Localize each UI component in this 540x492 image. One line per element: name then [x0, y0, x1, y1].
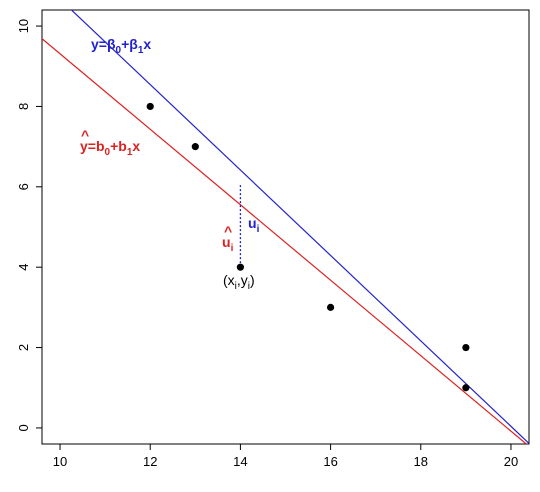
data-point	[191, 143, 199, 151]
data-point	[462, 343, 470, 352]
y-tick-label: 8	[16, 103, 31, 110]
y-tick-label: 6	[16, 183, 31, 190]
fitted-line-label-sub0: 0	[105, 147, 111, 158]
residual-sub: i	[231, 243, 234, 254]
fitted-line-hat: ^	[81, 127, 89, 143]
y-tick-label: 0	[16, 424, 31, 431]
data-point	[326, 303, 335, 311]
point-label-sub-x: i	[235, 281, 237, 292]
population-line-label-tail: x	[143, 36, 151, 52]
plot-frame	[41, 9, 530, 445]
point-label-close: )	[250, 272, 255, 288]
y-tick-label: 2	[16, 344, 31, 351]
population-line-label-base: y=β	[91, 36, 116, 52]
population-line-label-mid: +β	[121, 36, 138, 52]
fitted-line-label-sub1: 1	[127, 147, 133, 158]
y-tick-label: 10	[16, 19, 31, 33]
data-points	[146, 102, 470, 392]
data-point	[146, 102, 154, 111]
residual-base: u	[222, 234, 231, 250]
residual-label: ui	[222, 234, 234, 254]
data-point	[462, 384, 470, 392]
x-axis: 10 12 14 16 18 20	[53, 444, 518, 469]
data-point	[236, 263, 245, 271]
x-tick-label: 10	[53, 454, 67, 469]
y-axis: 0 2 4 6 8 10	[16, 19, 42, 432]
population-line-label-sub1: 1	[138, 45, 144, 56]
error-term-sub: i	[257, 224, 260, 235]
error-term-base: u	[248, 215, 257, 231]
point-label: (xi,yi)	[223, 272, 255, 292]
point-label-sub-y: i	[248, 281, 250, 292]
point-label-open: (x	[223, 272, 235, 288]
error-term-label: ui	[248, 215, 260, 235]
y-tick-label: 4	[16, 264, 31, 271]
x-tick-label: 16	[323, 454, 337, 469]
population-line-label: y=β0+β1x	[91, 36, 151, 56]
x-tick-label: 18	[414, 454, 428, 469]
x-tick-label: 14	[233, 454, 247, 469]
residual-hat: ^	[224, 223, 232, 239]
point-label-comma: ,y	[237, 272, 248, 288]
x-tick-label: 12	[143, 454, 157, 469]
fitted-line-label-mid: +b	[110, 138, 127, 154]
fitted-line-label-tail: x	[132, 138, 140, 154]
fitted-line-label-base: y=b	[80, 138, 105, 154]
population-line-label-sub0: 0	[116, 45, 122, 56]
fitted-line-label: y=b0+b1x	[80, 138, 140, 158]
x-tick-label: 20	[504, 454, 518, 469]
